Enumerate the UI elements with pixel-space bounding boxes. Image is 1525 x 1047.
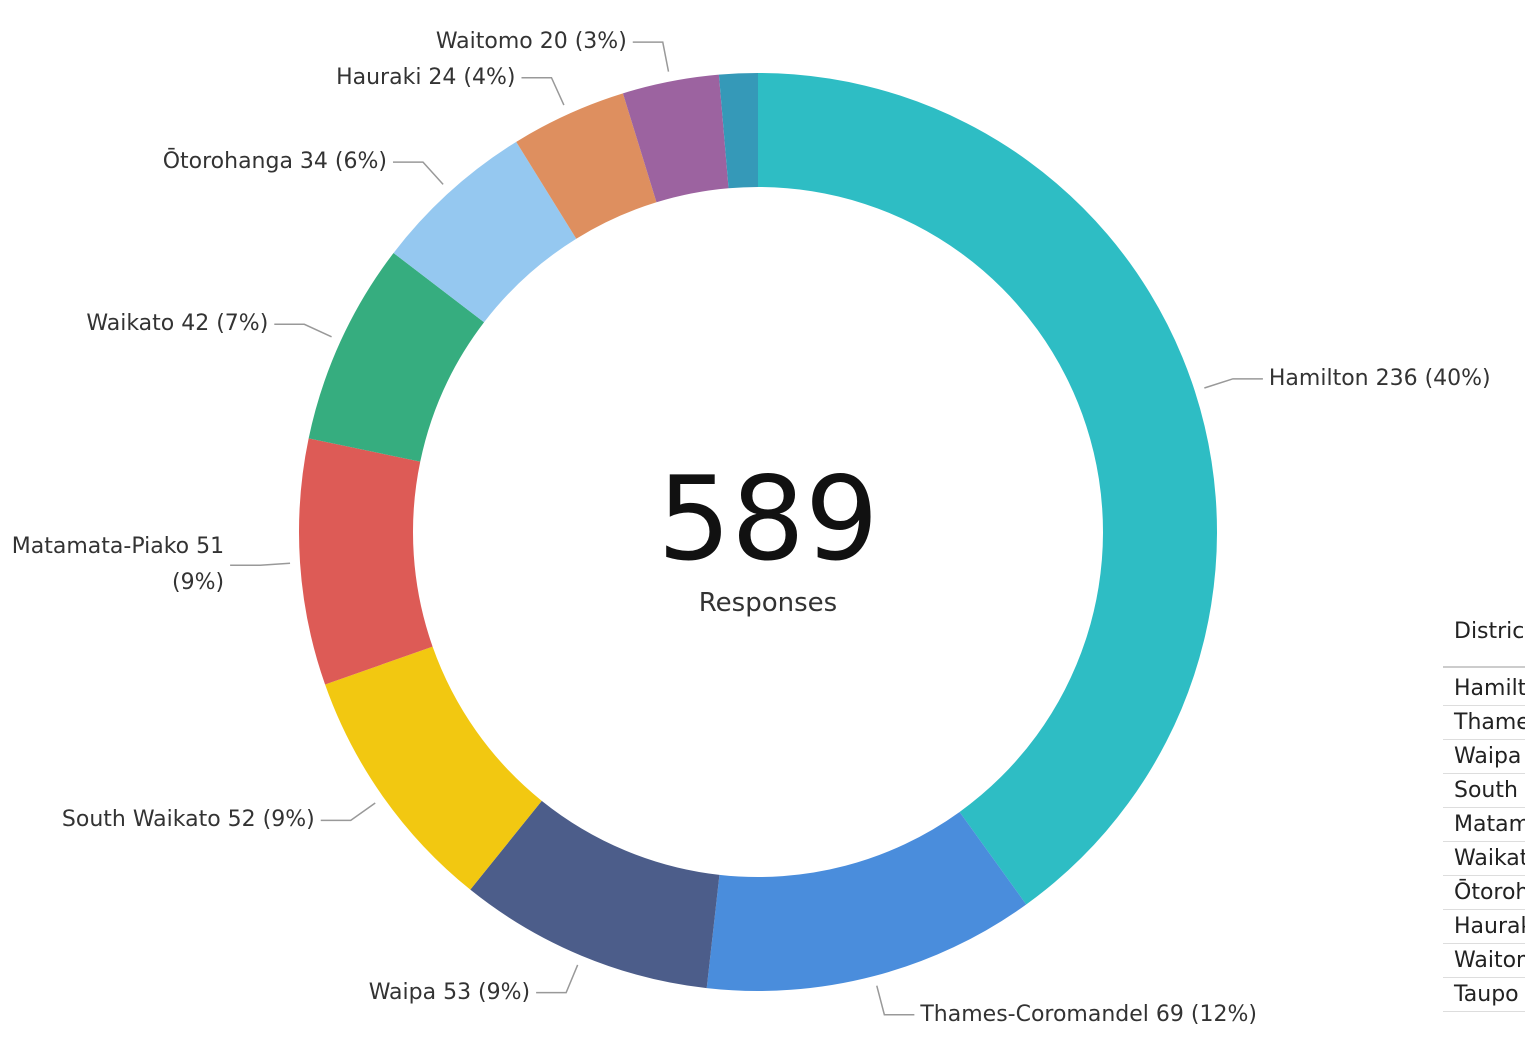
leader-line: [320, 802, 376, 822]
table-row: South Waikato: [1443, 774, 1525, 808]
table-row: Waipa: [1443, 740, 1525, 774]
donut-slice: [706, 811, 1027, 991]
table-row: Matamata-Piako: [1443, 808, 1525, 842]
leader-line: [1204, 378, 1263, 389]
table-row: Hauraki: [1443, 910, 1525, 944]
donut-slice: [298, 438, 433, 685]
donut-slice: [622, 74, 729, 203]
donut-slice: [308, 252, 485, 462]
donut-slice: [470, 800, 720, 989]
data-label: South Waikato 52 (9%): [61, 807, 315, 833]
table-row: Hamilton: [1443, 672, 1525, 706]
data-label: Thames-Coromandel 69 (12%): [920, 1001, 1257, 1027]
leader-line: [536, 964, 579, 994]
table-row: Thames-Coromandel: [1443, 706, 1525, 740]
donut-slice: [718, 73, 758, 189]
table: District HamiltonThames-CoromandelWaipaS…: [1443, 610, 1525, 1012]
data-label: Waitomo 20 (3%): [435, 29, 627, 55]
leader-line: [392, 161, 444, 185]
table-row: Waitomo: [1443, 944, 1525, 978]
data-label: Matamata-Piako 51 (9%): [11, 534, 225, 596]
data-label: Waikato 42 (7%): [86, 311, 269, 337]
leader-line: [876, 985, 915, 1016]
table-header: District: [1443, 610, 1525, 668]
donut-slice: [393, 141, 577, 323]
center-label: Responses: [698, 588, 838, 618]
leader-line: [632, 41, 670, 72]
donut-slice: [758, 73, 1217, 905]
donut-slice: [516, 93, 657, 239]
data-label: Waipa 53 (9%): [368, 979, 531, 1005]
table-row: Waikato: [1443, 842, 1525, 876]
donut-slice: [325, 646, 542, 890]
data-label: Ōtorohanga 34 (6%): [162, 149, 387, 175]
leader-line: [230, 562, 291, 566]
table-row: Ōtorohanga: [1443, 876, 1525, 910]
leader-line: [521, 76, 565, 106]
total-value: 589: [657, 452, 879, 587]
data-label: Hamilton 236 (40%): [1268, 365, 1491, 391]
table-row: Taupo: [1443, 978, 1525, 1012]
data-label: Hauraki 24 (4%): [336, 64, 516, 90]
leader-line: [274, 323, 332, 338]
